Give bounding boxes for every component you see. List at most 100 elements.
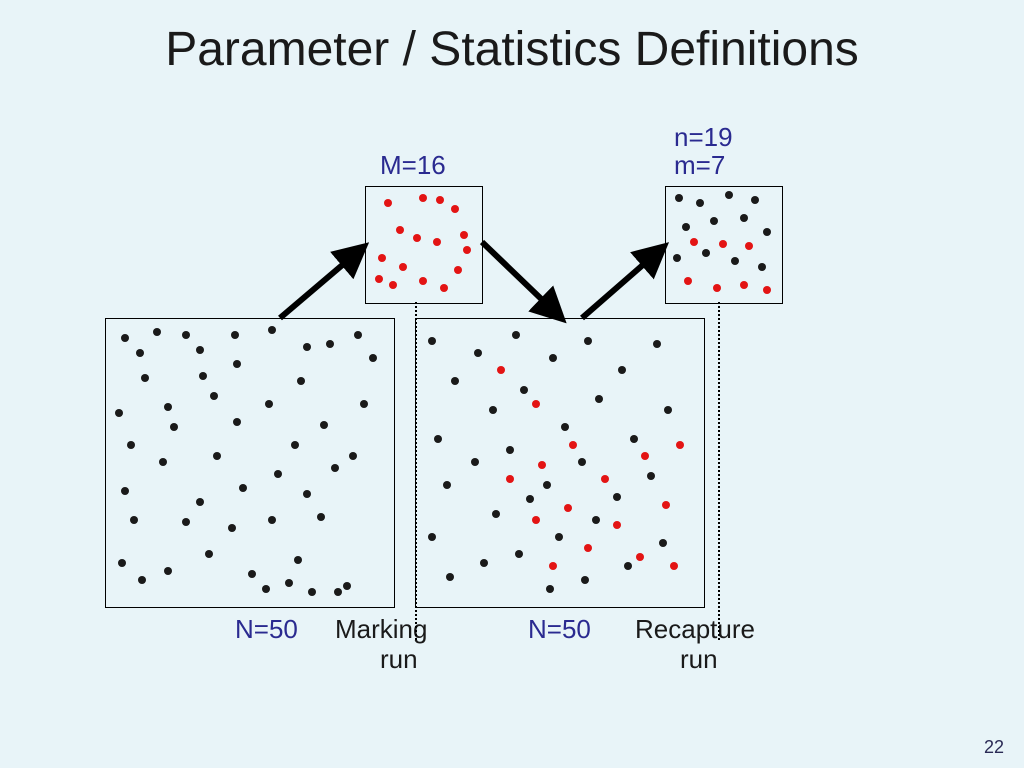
marked-dot bbox=[440, 284, 448, 292]
unmarked-dot bbox=[297, 377, 305, 385]
marked-dot bbox=[641, 452, 649, 460]
marked-dot bbox=[384, 199, 392, 207]
marked-dot bbox=[690, 238, 698, 246]
unmarked-dot bbox=[740, 214, 748, 222]
marked-dot bbox=[419, 277, 427, 285]
marked-dot bbox=[684, 277, 692, 285]
unmarked-dot bbox=[474, 349, 482, 357]
unmarked-dot bbox=[291, 441, 299, 449]
label-marking-run-1: Marking bbox=[335, 614, 427, 645]
unmarked-dot bbox=[326, 340, 334, 348]
unmarked-dot bbox=[136, 349, 144, 357]
unmarked-dot bbox=[446, 573, 454, 581]
marked-dot bbox=[564, 504, 572, 512]
unmarked-dot bbox=[334, 588, 342, 596]
unmarked-dot bbox=[274, 470, 282, 478]
label-marking-run-2: run bbox=[380, 644, 418, 675]
marked-dot bbox=[676, 441, 684, 449]
unmarked-dot bbox=[526, 495, 534, 503]
unmarked-dot bbox=[471, 458, 479, 466]
unmarked-dot bbox=[349, 452, 357, 460]
unmarked-dot bbox=[248, 570, 256, 578]
dotted-line bbox=[415, 302, 417, 640]
unmarked-dot bbox=[153, 328, 161, 336]
unmarked-dot bbox=[543, 481, 551, 489]
unmarked-dot bbox=[285, 579, 293, 587]
unmarked-dot bbox=[763, 228, 771, 236]
marked-dot bbox=[670, 562, 678, 570]
unmarked-dot bbox=[584, 337, 592, 345]
unmarked-dot bbox=[233, 360, 241, 368]
label-n: n=19 bbox=[674, 122, 733, 153]
unmarked-dot bbox=[121, 334, 129, 342]
page-number: 22 bbox=[984, 737, 1004, 758]
arrow bbox=[582, 250, 660, 318]
label-recapture-run-1: Recapture bbox=[635, 614, 755, 645]
unmarked-dot bbox=[182, 518, 190, 526]
marked-dot bbox=[745, 242, 753, 250]
marked-dot bbox=[662, 501, 670, 509]
unmarked-dot bbox=[228, 524, 236, 532]
unmarked-dot bbox=[196, 498, 204, 506]
marked-dot bbox=[549, 562, 557, 570]
marked-dot bbox=[584, 544, 592, 552]
marked-dot bbox=[375, 275, 383, 283]
unmarked-dot bbox=[578, 458, 586, 466]
unmarked-dot bbox=[182, 331, 190, 339]
marked-dot bbox=[396, 226, 404, 234]
unmarked-dot bbox=[130, 516, 138, 524]
unmarked-dot bbox=[115, 409, 123, 417]
unmarked-dot bbox=[303, 490, 311, 498]
unmarked-dot bbox=[138, 576, 146, 584]
unmarked-dot bbox=[205, 550, 213, 558]
marked-dot bbox=[454, 266, 462, 274]
unmarked-dot bbox=[443, 481, 451, 489]
unmarked-dot bbox=[196, 346, 204, 354]
unmarked-dot bbox=[702, 249, 710, 257]
unmarked-dot bbox=[630, 435, 638, 443]
unmarked-dot bbox=[696, 199, 704, 207]
marked-dot bbox=[763, 286, 771, 294]
marked-dot bbox=[460, 231, 468, 239]
unmarked-dot bbox=[233, 418, 241, 426]
unmarked-dot bbox=[624, 562, 632, 570]
arrow bbox=[482, 242, 558, 315]
unmarked-dot bbox=[118, 559, 126, 567]
unmarked-dot bbox=[262, 585, 270, 593]
marked-dot bbox=[532, 400, 540, 408]
unmarked-dot bbox=[343, 582, 351, 590]
unmarked-dot bbox=[331, 464, 339, 472]
marked-dot bbox=[413, 234, 421, 242]
unmarked-dot bbox=[294, 556, 302, 564]
label-recapture-run-2: run bbox=[680, 644, 718, 675]
unmarked-dot bbox=[581, 576, 589, 584]
marked-dot bbox=[399, 263, 407, 271]
unmarked-dot bbox=[520, 386, 528, 394]
marked-dot bbox=[636, 553, 644, 561]
marked-dot bbox=[436, 196, 444, 204]
marked-dot bbox=[532, 516, 540, 524]
page-title: Parameter / Statistics Definitions bbox=[0, 22, 1024, 77]
marked-dot bbox=[538, 461, 546, 469]
unmarked-dot bbox=[268, 326, 276, 334]
unmarked-dot bbox=[618, 366, 626, 374]
unmarked-dot bbox=[682, 223, 690, 231]
unmarked-dot bbox=[492, 510, 500, 518]
unmarked-dot bbox=[673, 254, 681, 262]
unmarked-dot bbox=[127, 441, 135, 449]
unmarked-dot bbox=[751, 196, 759, 204]
unmarked-dot bbox=[303, 343, 311, 351]
unmarked-dot bbox=[613, 493, 621, 501]
unmarked-dot bbox=[549, 354, 557, 362]
marked-dot bbox=[433, 238, 441, 246]
marked-dot bbox=[713, 284, 721, 292]
label-m: m=7 bbox=[674, 150, 725, 181]
unmarked-dot bbox=[515, 550, 523, 558]
marked-dot bbox=[463, 246, 471, 254]
unmarked-dot bbox=[725, 191, 733, 199]
unmarked-dot bbox=[199, 372, 207, 380]
arrow bbox=[280, 250, 360, 318]
marked-dot bbox=[451, 205, 459, 213]
unmarked-dot bbox=[489, 406, 497, 414]
unmarked-dot bbox=[369, 354, 377, 362]
